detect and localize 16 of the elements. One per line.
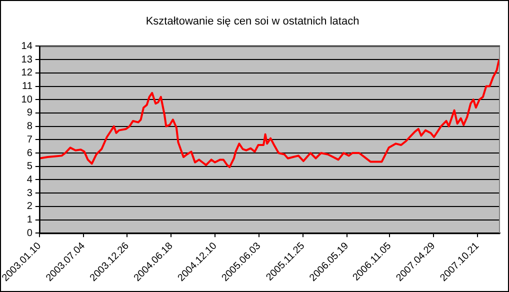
y-tick-label: 12 [21,68,33,79]
y-tick-label: 8 [26,121,33,132]
chart-title: Kształtowanie się cen soi w ostatnich latach [146,16,360,28]
y-tick-label: 4 [26,174,33,186]
y-tick-label: 1 [26,214,33,226]
y-tick-label: 14 [21,40,33,52]
y-tick-label: 2 [26,201,33,212]
y-tick-label: 9 [26,108,33,119]
y-tick-label: 7 [26,134,33,146]
y-tick-label: 0 [26,228,33,239]
y-tick-label: 10 [21,94,33,106]
y-tick-label: 3 [26,188,33,199]
y-tick-label: 6 [26,148,33,159]
y-tick-label: 11 [22,81,33,92]
y-tick-label: 13 [21,54,33,66]
y-tick-label: 5 [26,161,33,172]
